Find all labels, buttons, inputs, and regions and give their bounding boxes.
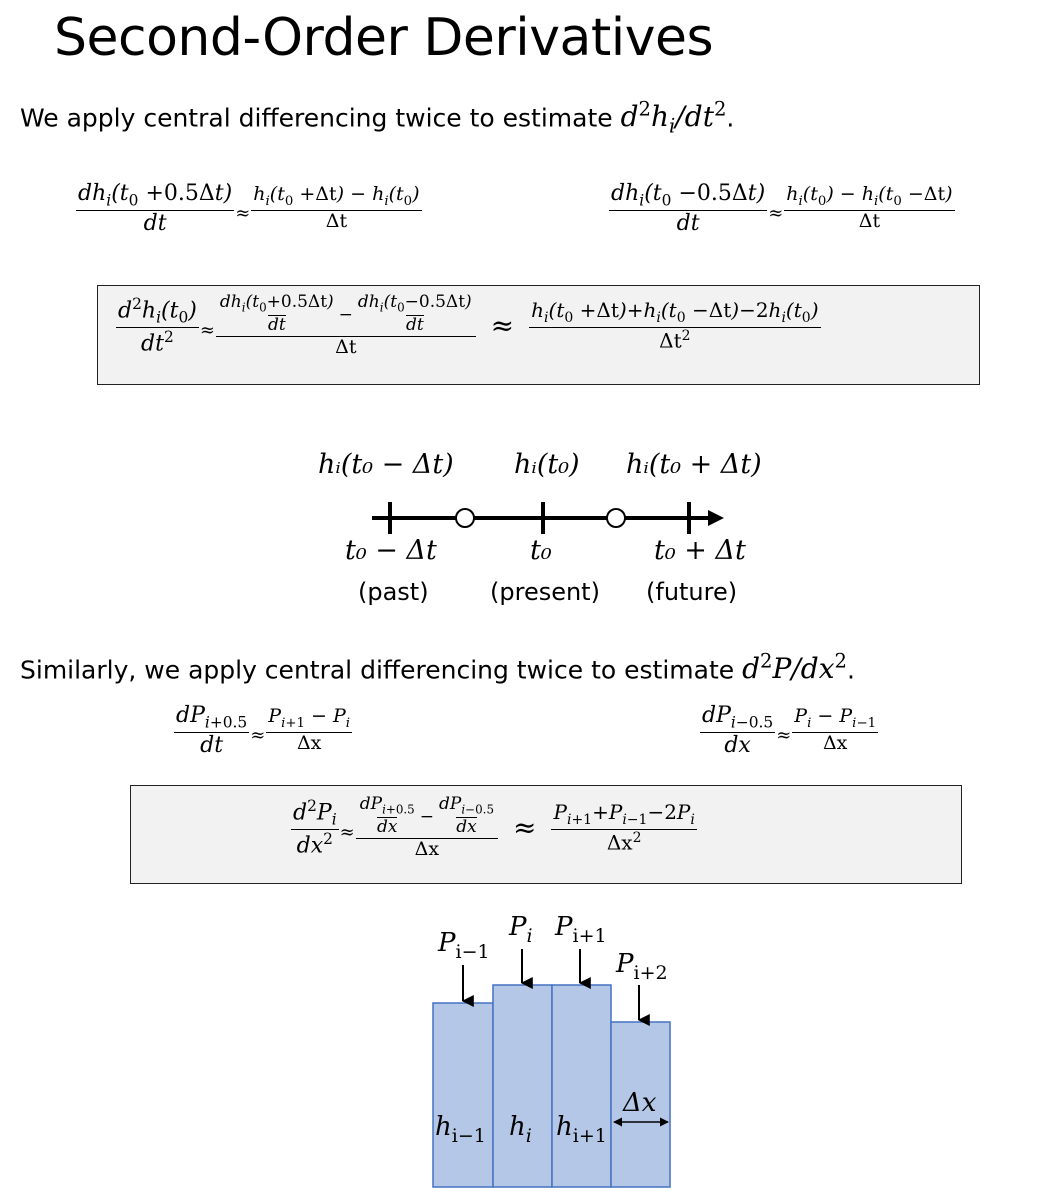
pressure-backward-equation: dPi−0.5 dx ≈ Pi − Pi−1 Δx xyxy=(700,703,879,758)
box1-mid-den: Δt xyxy=(335,335,357,358)
eq2-lhs: dhi(t0 −0.5Δt) dt xyxy=(609,181,768,236)
eq3-lhs-den: dt xyxy=(200,732,224,758)
timeline-label-present-h: hᵢ(t₀) xyxy=(514,449,580,480)
forward-half-step-equation: dhi(t0 +0.5Δt) dt ≈ hi(t0 +Δt) − hi(t0) … xyxy=(76,181,422,236)
eq2-lhs-den: dt xyxy=(676,210,700,236)
cell-column-diagram: Pi−1 Pi Pi+1 Pi+2 hi−1 hi hi+1 Δx xyxy=(432,912,671,1188)
caption-future: (future) xyxy=(646,578,738,606)
timeline-time-present: t₀ xyxy=(530,535,552,566)
column-i xyxy=(492,984,553,1188)
box2-equation: d2Pi dx2 ≈ dPi+0.5 dx − dPi−0.5 dx Δx ≈ Pi… xyxy=(291,794,697,860)
backward-half-step-equation: dhi(t0 −0.5Δt) dt ≈ hi(t0) − hi(t0 −Δt) … xyxy=(609,181,955,236)
eq4-rhs-den: Δx xyxy=(822,731,848,754)
head-label-i: hi xyxy=(509,1112,532,1147)
eq1-lhs: dhi(t0 +0.5Δt) dt xyxy=(76,181,235,236)
eq1-rhs-den: Δt xyxy=(325,209,348,232)
pressure-label-i-plus-2: Pi+2 xyxy=(615,949,668,984)
intro-text: We apply central differencing twice to e… xyxy=(20,103,621,133)
intro-end: . xyxy=(726,103,735,133)
timeline-time-future: t₀ + Δt xyxy=(654,535,746,566)
dx-label: Δx xyxy=(622,1088,657,1118)
half-step-marker-left xyxy=(455,508,475,528)
box2-rhs: Pi+1+Pi−1−2Pi Δx2 xyxy=(551,800,697,855)
intro-sentence: We apply central differencing twice to e… xyxy=(20,98,734,138)
box2-mid-den: Δx xyxy=(414,837,440,860)
pressure-label-i: Pi xyxy=(508,912,533,947)
pressure-label-i-plus-1: Pi+1 xyxy=(554,912,607,947)
box2-middle: dPi+0.5 dx − dPi−0.5 dx Δx xyxy=(355,795,499,860)
eq3-rhs: Pi+1 − Pi Δx xyxy=(266,704,353,754)
pressure-forward-equation: dPi+0.5 dt ≈ Pi+1 − Pi Δx xyxy=(174,703,353,758)
intro-math: d2hi/dt2 xyxy=(620,98,727,138)
half-step-marker-right xyxy=(606,508,626,528)
eq2-rhs-den: Δt xyxy=(858,209,881,232)
similar-math: d2P/dx2 xyxy=(742,650,847,686)
timeline-arrowhead xyxy=(708,510,724,526)
eq3-rhs-den: Δx xyxy=(296,731,322,754)
caption-past: (past) xyxy=(358,578,429,606)
eq2-rhs: hi(t0) − hi(t0 −Δt) Δt xyxy=(784,182,955,232)
similar-end: . xyxy=(846,655,855,685)
box1-rhs: hi(t0 +Δt)+hi(t0 −Δt)−2hi(t0) Δt2 xyxy=(529,298,821,353)
second-derivative-space-box: d2Pi dx2 ≈ dPi+0.5 dx − dPi−0.5 dx Δx ≈ Pi… xyxy=(130,785,962,884)
timeline-label-future-h: hᵢ(t₀ + Δt) xyxy=(626,449,762,480)
eq1-rhs: hi(t0 +Δt) − hi(t0) Δt xyxy=(251,182,422,232)
box1-middle: dhi(t0+0.5Δt) dt − dhi(t0−0.5Δt) dt Δt xyxy=(215,293,476,358)
column-i-minus-1 xyxy=(432,1002,494,1188)
timeline-axis xyxy=(372,502,724,534)
eq4-lhs: dPi−0.5 dx xyxy=(700,703,776,758)
timeline-time-past: t₀ − Δt xyxy=(345,535,437,566)
similar-sentence: Similarly, we apply central differencing… xyxy=(20,650,855,685)
second-derivative-time-box: d2hi(t0) dt2 ≈ dhi(t0+0.5Δt) dt − dhi(t0−… xyxy=(97,285,980,385)
head-label-i-plus-1: hi+1 xyxy=(556,1112,607,1147)
timeline-label-past-h: hᵢ(t₀ − Δt) xyxy=(318,449,454,480)
pressure-label-i-minus-1: Pi−1 xyxy=(437,928,490,963)
column-i-plus-1 xyxy=(551,984,612,1188)
eq3-lhs: dPi+0.5 dt xyxy=(174,703,250,758)
head-label-i-minus-1: hi−1 xyxy=(435,1112,486,1147)
box1-equation: d2hi(t0) dt2 ≈ dhi(t0+0.5Δt) dt − dhi(t0−… xyxy=(116,292,821,358)
eq1-lhs-den: dt xyxy=(143,210,167,236)
similar-text: Similarly, we apply central differencing… xyxy=(20,655,743,685)
box2-lhs: d2Pi dx2 xyxy=(291,797,339,859)
page-title: Second-Order Derivatives xyxy=(54,8,714,68)
caption-present: (present) xyxy=(490,578,600,606)
box1-lhs: d2hi(t0) dt2 xyxy=(116,295,199,357)
eq4-lhs-den: dx xyxy=(724,732,751,758)
eq4-rhs: Pi − Pi−1 Δx xyxy=(792,704,879,754)
column-i-plus-2 xyxy=(610,1021,671,1188)
